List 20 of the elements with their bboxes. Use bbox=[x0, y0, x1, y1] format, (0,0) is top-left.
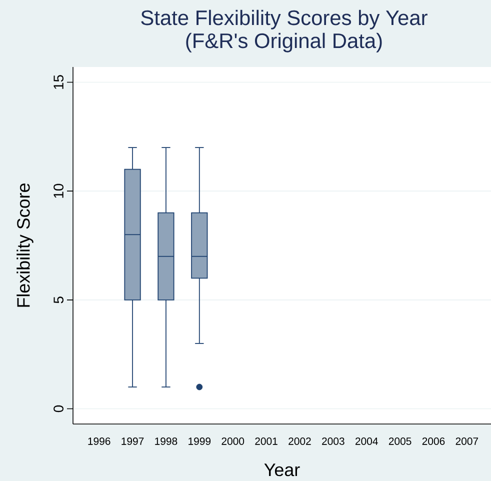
y-tick-label: 0 bbox=[54, 405, 64, 412]
chart-subtitle: (F&R's Original Data) bbox=[186, 32, 382, 52]
x-tick-label: 2007 bbox=[456, 438, 478, 445]
x-tick-label: 2005 bbox=[388, 438, 412, 445]
x-tick-label: 1998 bbox=[155, 438, 178, 445]
x-tick-label: 2000 bbox=[222, 438, 244, 445]
y-tick-label: 5 bbox=[54, 296, 64, 304]
y-tick-label: 10 bbox=[54, 184, 64, 198]
chart-title: State Flexibility Scores by Year bbox=[141, 10, 428, 30]
x-tick-label: 2003 bbox=[322, 438, 344, 445]
y-tick-label: 15 bbox=[54, 75, 64, 89]
x-tick-label: 1996 bbox=[88, 438, 110, 445]
x-axis-title: Year bbox=[264, 464, 300, 476]
x-tick-label: 1997 bbox=[122, 438, 144, 445]
x-tick-label: 2002 bbox=[288, 438, 311, 445]
x-tick-label: 1999 bbox=[188, 438, 211, 445]
y-axis-title: Flexibility Score bbox=[16, 184, 34, 307]
x-tick-label: 2004 bbox=[356, 438, 378, 445]
x-tick-label: 2006 bbox=[422, 438, 445, 445]
x-tick-label: 2001 bbox=[255, 438, 278, 445]
